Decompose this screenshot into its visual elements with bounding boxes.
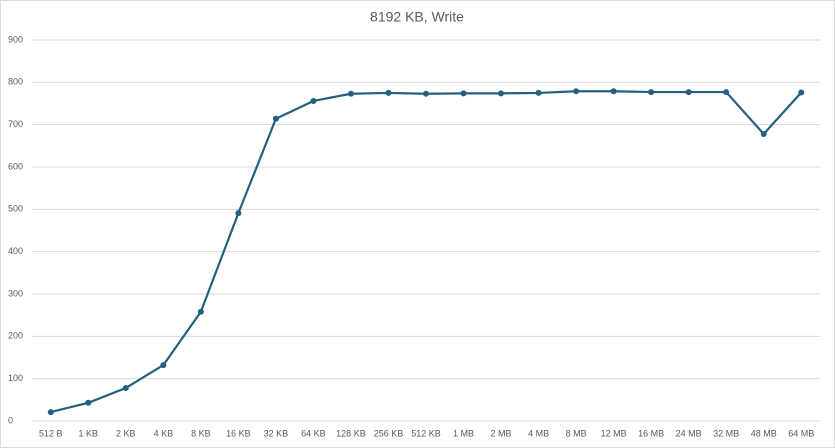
x-tick-label: 2 MB (491, 428, 512, 438)
y-tick-label: 100 (8, 373, 23, 383)
x-tick-label: 12 MB (601, 428, 627, 438)
x-tick-label: 16 MB (638, 428, 664, 438)
data-point (798, 89, 805, 96)
chart-title: 8192 KB, Write (370, 9, 464, 25)
data-point (160, 362, 167, 369)
y-tick-label: 500 (8, 204, 23, 214)
x-tick-label: 1 KB (79, 428, 99, 438)
x-tick-label: 16 KB (226, 428, 251, 438)
x-tick-label: 8 KB (191, 428, 211, 438)
y-tick-label: 400 (8, 246, 23, 256)
data-point (760, 130, 767, 137)
data-point (235, 210, 242, 217)
y-tick-label: 0 (8, 415, 13, 425)
data-point (535, 89, 542, 96)
x-tick-label: 4 MB (528, 428, 549, 438)
data-point (47, 409, 54, 416)
x-tick-label: 48 MB (751, 428, 777, 438)
y-tick-label: 900 (8, 34, 23, 44)
data-point (498, 90, 505, 97)
data-point (723, 89, 730, 96)
y-tick-label: 600 (8, 161, 23, 171)
x-tick-label: 128 KB (336, 428, 366, 438)
x-tick-label: 64 KB (301, 428, 326, 438)
x-tick-label: 8 MB (566, 428, 587, 438)
data-point (197, 308, 204, 315)
x-tick-label: 32 KB (264, 428, 289, 438)
y-tick-label: 300 (8, 288, 23, 298)
data-point (272, 115, 279, 122)
data-point (85, 399, 92, 406)
data-point (122, 384, 129, 391)
x-tick-label: 2 KB (116, 428, 136, 438)
y-tick-label: 800 (8, 77, 23, 87)
x-tick-label: 64 MB (788, 428, 814, 438)
data-point (310, 97, 317, 104)
data-point (573, 88, 580, 95)
data-point (347, 90, 354, 97)
data-point (610, 88, 617, 95)
x-tick-label: 512 KB (411, 428, 441, 438)
data-point (423, 90, 429, 97)
data-point (685, 89, 692, 96)
data-point (460, 90, 467, 97)
x-tick-label: 4 KB (154, 428, 174, 438)
y-tick-label: 700 (8, 119, 23, 129)
x-tick-label: 512 B (39, 428, 63, 438)
x-tick-label: 24 MB (676, 428, 702, 438)
y-tick-label: 200 (8, 331, 23, 341)
x-tick-label: 256 KB (374, 428, 404, 438)
data-point (385, 89, 392, 96)
x-tick-label: 1 MB (453, 428, 474, 438)
data-point (648, 89, 655, 96)
x-tick-label: 32 MB (713, 428, 739, 438)
